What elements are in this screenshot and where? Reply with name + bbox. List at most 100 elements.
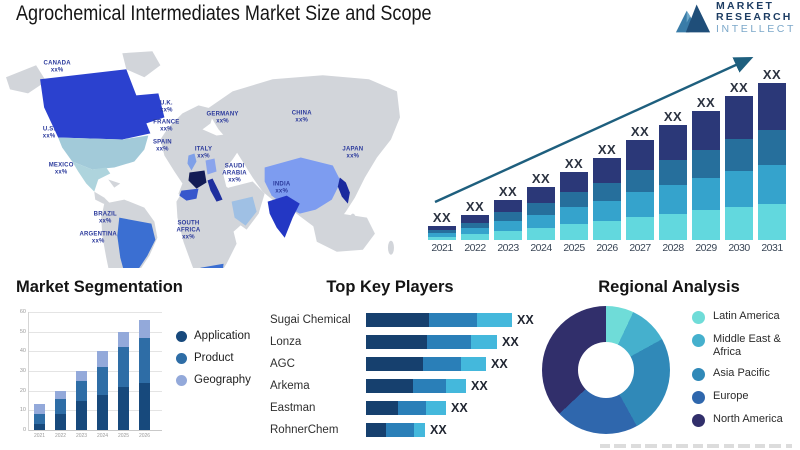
bar-segment [471, 335, 497, 349]
legend-item: Product [176, 352, 251, 364]
key-player-bar [366, 313, 512, 327]
key-player-bar [366, 335, 497, 349]
y-tick-label: 30 [19, 368, 26, 374]
brand-logo: MARKET RESEARCH INTELLECT [675, 0, 796, 35]
bar-segment [725, 96, 753, 140]
market-size-axis-years: 2021 2022 2023 2024 2025 2026 2027 2028 2029 2030… [428, 242, 786, 254]
bar-value-label: XX [430, 423, 447, 437]
x-tick-label: 2026 [138, 433, 151, 439]
country-italy [207, 178, 223, 202]
map-label-us: U.S. xx% [43, 126, 56, 139]
country-canada [40, 69, 165, 140]
x-tick-label: 2025 [117, 433, 130, 439]
bar-segment [414, 423, 425, 437]
bar-segment [366, 313, 429, 327]
bar-segment [692, 149, 720, 179]
bar-segment [97, 351, 108, 368]
segmentation-title: Market Segmentation [16, 278, 183, 296]
bar-segment [428, 233, 456, 237]
market-size-bar [560, 172, 588, 240]
legend-item: North America [692, 413, 800, 428]
regional-section: Regional Analysis Latin America Middle Ea… [538, 278, 800, 450]
legend-label: North America [713, 413, 783, 426]
bar-segment [34, 424, 45, 430]
bar-segment [560, 224, 588, 240]
key-players-chart: Sugai Chemical XX Lonza XX AGC XX Arkema XX East… [270, 309, 546, 441]
bar-value-label: XX [517, 313, 534, 327]
bar-segment [461, 234, 489, 240]
legend-swatch [692, 368, 705, 382]
segmentation-legend: Application Product Geography [176, 330, 251, 386]
axis-year-label: 2030 [728, 242, 750, 254]
world-map-svg: CANADA xx% U.S. xx% MEXICO xx% BRAZIL xx% ARGENT… [6, 51, 400, 314]
key-player-bar [366, 379, 466, 393]
bar-segment [461, 357, 486, 371]
bar-segment [593, 200, 621, 222]
map-label-saudi: SAUDI ARABIA xx% [222, 164, 247, 184]
bar-segment [34, 404, 45, 415]
bar-segment [55, 390, 66, 399]
map-label-canada: CANADA xx% [44, 60, 72, 73]
bar-value-label: XX [729, 80, 749, 95]
market-size-bar-column: XX [527, 171, 555, 240]
bar-segment [659, 125, 687, 160]
bar-segment [366, 379, 413, 393]
bar-segment [527, 227, 555, 240]
bar-segment [118, 386, 129, 430]
key-player-name: AGC [270, 358, 295, 370]
market-size-bar [494, 200, 522, 240]
bar-value-label: XX [630, 124, 650, 139]
country-us [58, 135, 149, 170]
bar-segment [461, 215, 489, 223]
bar-value-label: XX [531, 171, 551, 186]
key-player-name: Sugai Chemical [270, 314, 351, 326]
bar-segment [692, 210, 720, 240]
axis-year-label: 2021 [431, 242, 453, 254]
key-player-row: AGC XX [270, 353, 546, 375]
y-tick-label: 20 [19, 387, 26, 394]
segmentation-bar [139, 319, 150, 430]
bar-segment [626, 217, 654, 240]
bar-segment [428, 226, 456, 231]
map-label-italy: ITALY xx% [195, 146, 212, 159]
bar-segment [494, 212, 522, 221]
bar-segment [139, 382, 150, 430]
country-spain [179, 188, 199, 201]
bar-segment [428, 230, 456, 234]
bar-segment [494, 200, 522, 212]
axis-year-label: 2023 [497, 242, 519, 254]
axis-year-label: 2028 [662, 242, 684, 254]
legend-label: Geography [194, 374, 251, 386]
market-size-bar-column: XX [758, 67, 786, 240]
segmentation-bar [34, 404, 45, 430]
logo-line-1: MARKET [716, 0, 775, 12]
market-size-bar [626, 140, 654, 240]
bar-segment [446, 379, 466, 393]
legend-item: Latin America [692, 310, 800, 324]
map-label-france: FRANCE xx% [153, 119, 179, 132]
bar-value-label: XX [564, 156, 584, 171]
bar-segment [139, 337, 150, 383]
key-players-section: Top Key Players Sugai Chemical XX Lonza XX A… [256, 278, 546, 450]
market-size-bar [692, 111, 720, 240]
bar-segment [758, 83, 786, 131]
bar-segment [560, 207, 588, 225]
market-size-bar [461, 215, 489, 240]
y-tick-label: 10 [19, 407, 26, 414]
market-size-bar-column: XX [593, 142, 621, 240]
gridline [29, 331, 162, 333]
bar-segment [626, 192, 654, 217]
key-player-row: Eastman XX [270, 397, 546, 419]
bar-segment [76, 371, 87, 381]
bar-segment [423, 357, 461, 371]
bar-segment [118, 331, 129, 348]
bar-segment [97, 394, 108, 430]
map-label-uk: U.K. xx% [160, 100, 173, 113]
bar-segment [55, 414, 66, 430]
market-size-bar [725, 96, 753, 240]
gridline [29, 430, 162, 431]
market-size-bar-column: XX [626, 124, 654, 240]
bar-value-label: XX [465, 199, 485, 214]
legend-item: Geography [176, 374, 251, 386]
axis-year-label: 2025 [563, 242, 585, 254]
